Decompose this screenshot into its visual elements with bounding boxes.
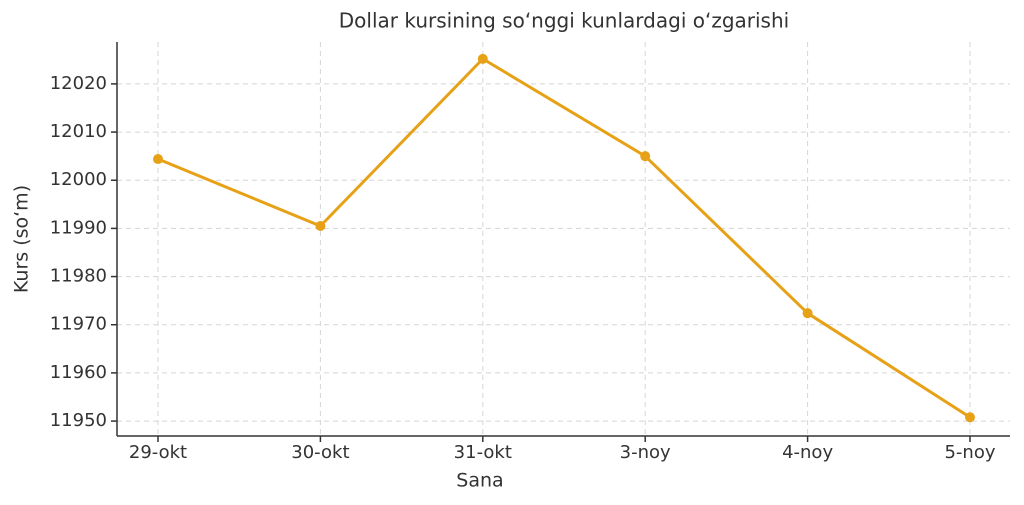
point: [640, 151, 651, 162]
y-axis-label: Kurs (so‘m): [11, 185, 33, 293]
x-tick-label: 30-okt: [291, 442, 349, 463]
x-tick-label: 3-noy: [620, 442, 671, 463]
y-tick-label: 11980: [50, 266, 107, 287]
x-tick-label: 4-noy: [782, 442, 833, 463]
x-tick-label: 5-noy: [944, 442, 995, 463]
point: [802, 308, 813, 319]
point: [153, 154, 163, 165]
y-tick-label: 11990: [50, 217, 107, 238]
y-tick-label: 11970: [50, 314, 107, 335]
y-tick-label: 12000: [50, 169, 107, 190]
point: [315, 220, 326, 231]
y-tick-label: 12010: [50, 121, 107, 142]
point: [477, 53, 488, 64]
x-tick-label: 31-okt: [454, 442, 512, 463]
line: [157, 57, 971, 419]
x-axis-label: Sana: [456, 470, 503, 492]
y-tick-label: 12020: [50, 73, 107, 94]
y-tick-label: 11950: [50, 410, 107, 431]
point: [965, 412, 975, 423]
y-tick-label: 11960: [50, 362, 107, 383]
chart-title: Dollar kursining so‘nggi kunlardagi o‘zg…: [339, 9, 789, 33]
x-tick-label: 29-okt: [129, 442, 187, 463]
